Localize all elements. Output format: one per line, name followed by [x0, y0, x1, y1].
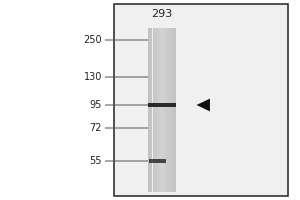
Bar [175, 28, 176, 192]
Bar [162, 28, 163, 192]
Bar [105, 127, 148, 129]
Bar [158, 28, 159, 192]
Text: 250: 250 [83, 35, 102, 45]
Bar [149, 28, 150, 192]
FancyBboxPatch shape [114, 4, 288, 196]
Text: 55: 55 [89, 156, 102, 166]
Bar [157, 28, 158, 192]
Bar [164, 28, 165, 192]
Bar [148, 103, 176, 107]
Bar [150, 28, 151, 192]
Bar [172, 28, 173, 192]
Bar [151, 28, 152, 192]
Bar [155, 28, 156, 192]
Bar [171, 28, 172, 192]
Bar [165, 28, 166, 192]
Bar [160, 28, 161, 192]
Bar [167, 28, 168, 192]
Bar [168, 28, 169, 192]
Text: 95: 95 [90, 100, 102, 110]
Bar [163, 28, 164, 192]
Bar [105, 76, 148, 78]
Bar [148, 28, 149, 192]
Bar [169, 28, 170, 192]
Bar [105, 160, 148, 162]
Bar [153, 28, 154, 192]
Text: 293: 293 [152, 9, 172, 19]
Bar [156, 28, 157, 192]
Polygon shape [196, 99, 210, 111]
Bar [154, 28, 155, 192]
Bar [152, 28, 153, 192]
Bar [105, 104, 148, 106]
Bar [105, 39, 148, 41]
Text: 130: 130 [84, 72, 102, 82]
Bar [174, 28, 175, 192]
Bar [149, 159, 167, 163]
Text: 72: 72 [89, 123, 102, 133]
Bar [161, 28, 162, 192]
Bar [169, 28, 170, 192]
Bar [159, 28, 160, 192]
Bar [173, 28, 174, 192]
Bar [166, 28, 167, 192]
